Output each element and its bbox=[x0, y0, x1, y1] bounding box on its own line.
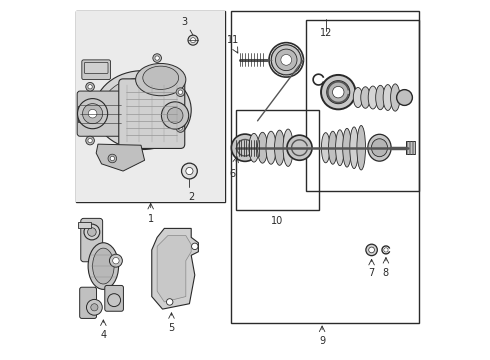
Bar bbox=[231, 12, 419, 323]
Bar bbox=[78, 106, 87, 122]
Circle shape bbox=[275, 49, 297, 71]
Circle shape bbox=[155, 56, 159, 60]
Circle shape bbox=[84, 224, 100, 240]
Text: 2: 2 bbox=[188, 192, 195, 202]
Circle shape bbox=[287, 135, 312, 160]
Text: 7: 7 bbox=[368, 268, 375, 278]
Ellipse shape bbox=[274, 130, 285, 165]
Circle shape bbox=[88, 85, 92, 89]
Circle shape bbox=[192, 243, 198, 249]
Circle shape bbox=[178, 126, 183, 130]
Ellipse shape bbox=[95, 71, 191, 149]
Circle shape bbox=[109, 254, 122, 267]
Ellipse shape bbox=[353, 87, 363, 108]
Text: 4: 4 bbox=[100, 330, 106, 340]
Circle shape bbox=[113, 257, 119, 264]
Polygon shape bbox=[96, 144, 145, 171]
Circle shape bbox=[366, 244, 377, 256]
Text: 3: 3 bbox=[181, 17, 187, 27]
Circle shape bbox=[396, 90, 413, 105]
Ellipse shape bbox=[101, 78, 184, 142]
FancyBboxPatch shape bbox=[84, 62, 108, 73]
Ellipse shape bbox=[383, 85, 392, 111]
Bar bbox=[76, 12, 225, 202]
Ellipse shape bbox=[321, 133, 330, 163]
Circle shape bbox=[368, 247, 374, 253]
Circle shape bbox=[191, 38, 196, 42]
Bar bbox=[406, 141, 416, 154]
Circle shape bbox=[188, 35, 198, 45]
Circle shape bbox=[178, 90, 183, 94]
Text: 6: 6 bbox=[229, 168, 236, 179]
Circle shape bbox=[327, 81, 350, 104]
Ellipse shape bbox=[357, 126, 366, 170]
Ellipse shape bbox=[257, 132, 268, 163]
Circle shape bbox=[321, 75, 355, 109]
Circle shape bbox=[77, 99, 108, 129]
Ellipse shape bbox=[336, 130, 344, 166]
Circle shape bbox=[281, 54, 292, 65]
FancyBboxPatch shape bbox=[105, 285, 123, 311]
Circle shape bbox=[167, 108, 183, 123]
Ellipse shape bbox=[376, 85, 385, 110]
FancyBboxPatch shape bbox=[82, 60, 111, 80]
Ellipse shape bbox=[371, 139, 388, 157]
Polygon shape bbox=[157, 235, 191, 302]
Circle shape bbox=[271, 45, 301, 75]
Circle shape bbox=[87, 300, 102, 315]
Ellipse shape bbox=[368, 86, 377, 109]
Circle shape bbox=[384, 248, 388, 252]
Circle shape bbox=[161, 102, 189, 129]
Circle shape bbox=[176, 124, 185, 132]
Ellipse shape bbox=[266, 131, 276, 164]
Ellipse shape bbox=[350, 127, 358, 168]
Text: 12: 12 bbox=[320, 28, 332, 37]
Text: 10: 10 bbox=[271, 216, 283, 226]
Bar bbox=[78, 222, 91, 228]
Circle shape bbox=[110, 156, 115, 161]
Circle shape bbox=[108, 294, 121, 307]
Text: 9: 9 bbox=[319, 336, 325, 346]
Ellipse shape bbox=[93, 248, 114, 284]
Circle shape bbox=[82, 104, 102, 124]
FancyBboxPatch shape bbox=[81, 219, 102, 262]
Text: 5: 5 bbox=[169, 323, 174, 333]
Ellipse shape bbox=[361, 87, 370, 108]
FancyBboxPatch shape bbox=[119, 79, 185, 148]
Bar bbox=[306, 21, 419, 191]
Ellipse shape bbox=[391, 84, 400, 111]
Circle shape bbox=[167, 299, 173, 305]
Circle shape bbox=[186, 167, 193, 175]
Polygon shape bbox=[152, 228, 198, 309]
Circle shape bbox=[153, 54, 161, 62]
Circle shape bbox=[333, 86, 344, 98]
Circle shape bbox=[86, 82, 95, 91]
FancyBboxPatch shape bbox=[80, 287, 97, 319]
Bar bbox=[76, 12, 225, 202]
Text: 8: 8 bbox=[383, 268, 389, 278]
Ellipse shape bbox=[368, 134, 391, 161]
Circle shape bbox=[88, 109, 97, 118]
Circle shape bbox=[88, 138, 92, 143]
Circle shape bbox=[108, 154, 117, 163]
Ellipse shape bbox=[343, 129, 351, 167]
Circle shape bbox=[86, 136, 95, 145]
Ellipse shape bbox=[143, 66, 179, 89]
Circle shape bbox=[91, 304, 98, 311]
Ellipse shape bbox=[249, 134, 259, 162]
Ellipse shape bbox=[328, 131, 337, 164]
Bar bbox=[236, 110, 318, 211]
Circle shape bbox=[88, 228, 96, 236]
FancyBboxPatch shape bbox=[77, 91, 124, 136]
Circle shape bbox=[181, 163, 197, 179]
Text: 1: 1 bbox=[147, 214, 154, 224]
Circle shape bbox=[176, 88, 185, 96]
Circle shape bbox=[231, 134, 259, 161]
Ellipse shape bbox=[136, 63, 186, 96]
Text: 11: 11 bbox=[227, 35, 240, 45]
Ellipse shape bbox=[283, 129, 293, 166]
Ellipse shape bbox=[88, 243, 119, 289]
